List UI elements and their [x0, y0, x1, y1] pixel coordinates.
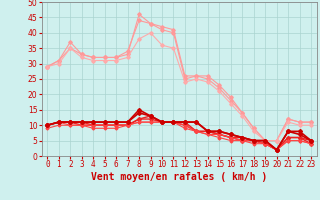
- X-axis label: Vent moyen/en rafales ( km/h ): Vent moyen/en rafales ( km/h ): [91, 172, 267, 182]
